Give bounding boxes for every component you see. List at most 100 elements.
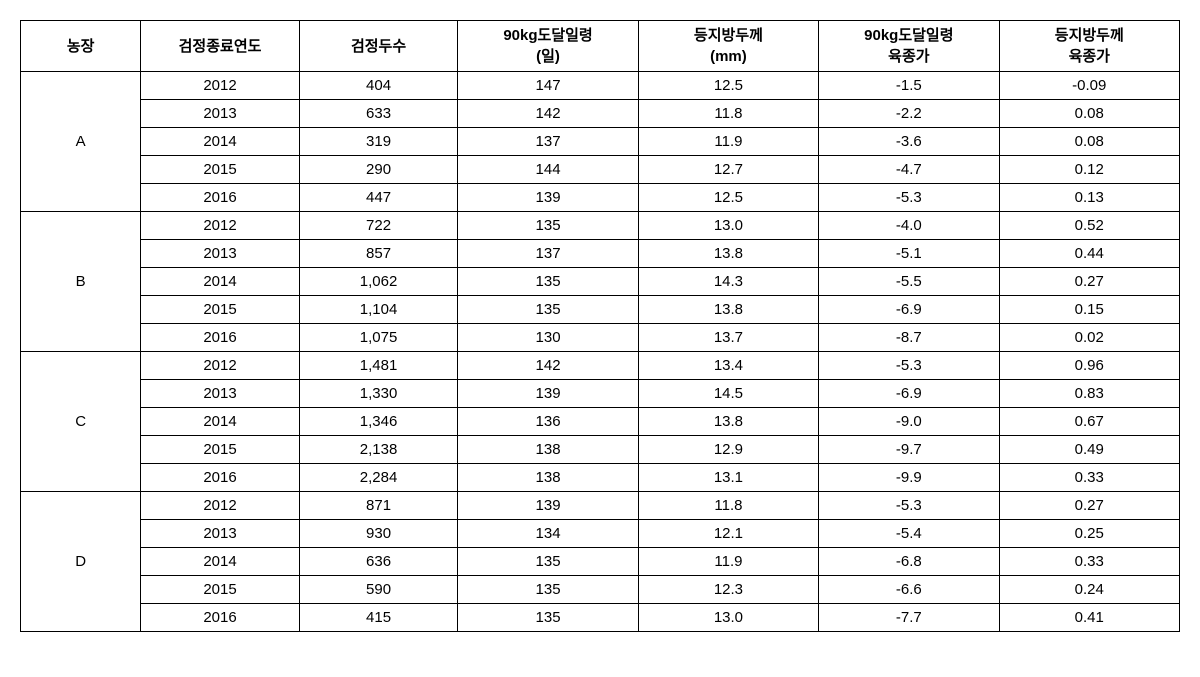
bv2-cell: 0.08	[999, 128, 1179, 156]
bv2-cell: 0.25	[999, 520, 1179, 548]
table-row: 201641513513.0-7.70.41	[21, 604, 1180, 632]
year-cell: 2014	[141, 408, 300, 436]
table-header: 농장 검정종료연도 검정두수 90kg도달일령 (일) 등지방두께 (mm) 9…	[21, 21, 1180, 72]
year-cell: 2014	[141, 128, 300, 156]
count-cell: 1,062	[299, 268, 458, 296]
table-row: 20131,33013914.5-6.90.83	[21, 380, 1180, 408]
bv1-cell: -5.5	[819, 268, 999, 296]
days-cell: 135	[458, 604, 638, 632]
bv1-cell: -9.7	[819, 436, 999, 464]
count-cell: 2,284	[299, 464, 458, 492]
thickness-cell: 12.1	[638, 520, 818, 548]
header-bv1-line1: 90kg도달일령	[827, 25, 990, 46]
year-cell: 2015	[141, 576, 300, 604]
days-cell: 135	[458, 548, 638, 576]
days-cell: 130	[458, 324, 638, 352]
table-row: 201385713713.8-5.10.44	[21, 240, 1180, 268]
bv2-cell: 0.96	[999, 352, 1179, 380]
bv1-cell: -4.7	[819, 156, 999, 184]
table-row: 201363314211.8-2.20.08	[21, 100, 1180, 128]
days-cell: 147	[458, 72, 638, 100]
thickness-cell: 11.9	[638, 128, 818, 156]
bv2-cell: 0.27	[999, 268, 1179, 296]
count-cell: 447	[299, 184, 458, 212]
header-row: 농장 검정종료연도 검정두수 90kg도달일령 (일) 등지방두께 (mm) 9…	[21, 21, 1180, 72]
bv1-cell: -3.6	[819, 128, 999, 156]
header-bv2: 등지방두께 육종가	[999, 21, 1179, 72]
table-row: 20141,34613613.8-9.00.67	[21, 408, 1180, 436]
table-row: 20151,10413513.8-6.90.15	[21, 296, 1180, 324]
bv1-cell: -2.2	[819, 100, 999, 128]
bv1-cell: -5.4	[819, 520, 999, 548]
header-thickness-line1: 등지방두께	[647, 25, 810, 46]
thickness-cell: 12.5	[638, 72, 818, 100]
year-cell: 2013	[141, 100, 300, 128]
bv2-cell: 0.67	[999, 408, 1179, 436]
bv2-cell: 0.15	[999, 296, 1179, 324]
header-bv1-line2: 육종가	[827, 46, 990, 67]
bv1-cell: -1.5	[819, 72, 999, 100]
bv2-cell: 0.02	[999, 324, 1179, 352]
header-bv1: 90kg도달일령 육종가	[819, 21, 999, 72]
table-row: 20141,06213514.3-5.50.27	[21, 268, 1180, 296]
bv1-cell: -5.3	[819, 184, 999, 212]
thickness-cell: 14.5	[638, 380, 818, 408]
header-bv2-line1: 등지방두께	[1008, 25, 1171, 46]
count-cell: 1,346	[299, 408, 458, 436]
days-cell: 138	[458, 436, 638, 464]
bv1-cell: -6.9	[819, 296, 999, 324]
thickness-cell: 14.3	[638, 268, 818, 296]
days-cell: 142	[458, 100, 638, 128]
thickness-cell: 12.7	[638, 156, 818, 184]
header-days: 90kg도달일령 (일)	[458, 21, 638, 72]
table-row: 201529014412.7-4.70.12	[21, 156, 1180, 184]
table-row: 201431913711.9-3.60.08	[21, 128, 1180, 156]
count-cell: 1,075	[299, 324, 458, 352]
bv1-cell: -4.0	[819, 212, 999, 240]
bv2-cell: 0.24	[999, 576, 1179, 604]
header-days-line1: 90kg도달일령	[466, 25, 629, 46]
bv1-cell: -5.1	[819, 240, 999, 268]
days-cell: 135	[458, 212, 638, 240]
year-cell: 2015	[141, 296, 300, 324]
header-farm: 농장	[21, 21, 141, 72]
bv2-cell: 0.27	[999, 492, 1179, 520]
year-cell: 2013	[141, 520, 300, 548]
header-thickness-line2: (mm)	[647, 46, 810, 67]
count-cell: 415	[299, 604, 458, 632]
count-cell: 871	[299, 492, 458, 520]
count-cell: 2,138	[299, 436, 458, 464]
header-year: 검정종료연도	[141, 21, 300, 72]
year-cell: 2015	[141, 156, 300, 184]
count-cell: 636	[299, 548, 458, 576]
table-body: A201240414712.5-1.5-0.09201363314211.8-2…	[21, 72, 1180, 632]
days-cell: 135	[458, 576, 638, 604]
header-count: 검정두수	[299, 21, 458, 72]
year-cell: 2012	[141, 492, 300, 520]
year-cell: 2014	[141, 548, 300, 576]
header-thickness: 등지방두께 (mm)	[638, 21, 818, 72]
days-cell: 142	[458, 352, 638, 380]
thickness-cell: 11.8	[638, 100, 818, 128]
days-cell: 139	[458, 184, 638, 212]
thickness-cell: 13.4	[638, 352, 818, 380]
count-cell: 857	[299, 240, 458, 268]
bv2-cell: 0.12	[999, 156, 1179, 184]
bv1-cell: -6.8	[819, 548, 999, 576]
year-cell: 2013	[141, 380, 300, 408]
count-cell: 290	[299, 156, 458, 184]
days-cell: 136	[458, 408, 638, 436]
count-cell: 930	[299, 520, 458, 548]
bv2-cell: 0.08	[999, 100, 1179, 128]
thickness-cell: 13.1	[638, 464, 818, 492]
count-cell: 1,330	[299, 380, 458, 408]
count-cell: 722	[299, 212, 458, 240]
table-row: 201644713912.5-5.30.13	[21, 184, 1180, 212]
farm-cell: B	[21, 212, 141, 352]
days-cell: 137	[458, 240, 638, 268]
table-row: 201393013412.1-5.40.25	[21, 520, 1180, 548]
bv2-cell: 0.83	[999, 380, 1179, 408]
thickness-cell: 13.8	[638, 240, 818, 268]
thickness-cell: 13.0	[638, 604, 818, 632]
bv1-cell: -9.9	[819, 464, 999, 492]
